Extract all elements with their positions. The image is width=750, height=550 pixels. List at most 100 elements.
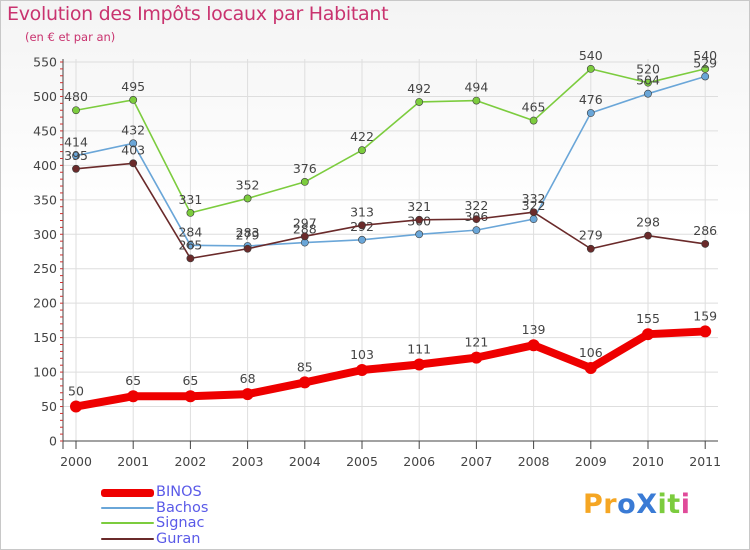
data-point-signac — [472, 96, 481, 105]
legend-swatch-binos — [101, 489, 154, 497]
data-point-guran — [644, 231, 652, 240]
x-tick-label: 2004 — [289, 454, 321, 469]
data-point-signac — [701, 64, 710, 73]
data-point-guran — [186, 254, 195, 263]
series-line-binos — [72, 327, 710, 411]
data-label-guran: 265 — [178, 237, 202, 252]
legend-label-binos: BINOS — [156, 484, 202, 500]
data-point-bachos — [472, 226, 481, 235]
y-tick-label: 500 — [33, 89, 57, 104]
data-label-signac: 492 — [407, 81, 431, 96]
x-tick-label: 2010 — [632, 454, 664, 469]
data-point-binos — [127, 390, 140, 403]
x-tick-label: 2008 — [518, 454, 550, 469]
x-tick-label: 2001 — [117, 454, 149, 469]
data-label-guran: 313 — [350, 204, 374, 219]
data-label-bachos: 414 — [64, 135, 88, 150]
data-label-signac: 494 — [464, 80, 488, 95]
data-label-signac: 495 — [121, 79, 145, 94]
data-label-binos: 111 — [407, 342, 431, 357]
series-line-signac — [75, 68, 707, 214]
data-point-signac — [72, 106, 80, 115]
x-tick-label: 2009 — [575, 454, 607, 469]
data-point-binos — [584, 361, 597, 374]
data-label-signac: 422 — [350, 129, 374, 144]
logo-letter: i — [657, 489, 668, 520]
data-label-binos: 65 — [182, 373, 198, 388]
data-label-guran: 286 — [693, 223, 717, 238]
data-label-signac: 331 — [178, 192, 202, 207]
data-point-bachos — [72, 151, 80, 160]
data-point-bachos — [529, 215, 538, 224]
legend-swatch-guran — [101, 537, 154, 540]
x-tick-label: 2000 — [60, 454, 92, 469]
data-label-binos: 139 — [522, 322, 546, 337]
data-label-binos: 68 — [240, 371, 256, 386]
y-tick-label: 550 — [33, 55, 57, 70]
legend-swatch-bachos — [101, 506, 154, 509]
chart-subtitle: (en € et par an) — [25, 30, 116, 44]
data-point-guran — [529, 208, 538, 217]
data-point-bachos — [644, 89, 652, 98]
data-label-signac: 540 — [579, 48, 603, 63]
data-point-guran — [300, 232, 309, 241]
data-point-binos — [241, 388, 254, 401]
data-label-binos: 85 — [297, 359, 313, 374]
data-label-guran: 297 — [293, 215, 317, 230]
data-point-guran — [586, 244, 595, 253]
legend-label-bachos: Bachos — [156, 499, 209, 516]
y-tick-label: 450 — [33, 123, 57, 138]
data-label-bachos: 288 — [293, 222, 317, 237]
data-point-binos — [298, 376, 311, 389]
data-label-signac: 376 — [293, 161, 317, 176]
data-label-signac: 465 — [522, 100, 546, 115]
y-tick-label: 0 — [49, 434, 57, 449]
data-label-signac: 540 — [693, 48, 717, 63]
data-label-bachos: 476 — [579, 92, 603, 107]
y-tick-label: 50 — [41, 399, 57, 414]
data-point-signac — [529, 116, 538, 125]
data-point-bachos — [586, 109, 595, 117]
legend-label-signac: Signac — [156, 515, 205, 531]
data-label-guran: 332 — [522, 191, 546, 206]
data-point-signac — [243, 194, 252, 203]
data-label-signac: 352 — [236, 177, 260, 192]
x-tick-label: 2007 — [460, 454, 492, 469]
data-point-signac — [186, 209, 195, 217]
data-point-bachos — [415, 230, 424, 239]
data-point-guran — [72, 164, 80, 173]
y-tick-label: 100 — [33, 365, 57, 380]
data-label-guran: 403 — [121, 142, 145, 157]
data-label-guran: 322 — [464, 198, 488, 213]
data-point-signac — [358, 146, 366, 155]
logo-letter: X — [636, 489, 658, 520]
data-point-binos — [70, 400, 82, 413]
data-label-guran: 279 — [579, 228, 603, 243]
data-point-binos — [699, 325, 712, 338]
y-tick-label: 400 — [33, 158, 57, 173]
legend-swatch-signac — [101, 522, 154, 524]
x-tick-label: 2006 — [403, 454, 435, 469]
y-tick-label: 300 — [33, 227, 57, 242]
series-line-guran — [75, 162, 707, 260]
data-label-bachos: 283 — [236, 225, 260, 240]
proxiti-logo: ProXiti — [583, 489, 690, 520]
data-label-guran: 321 — [407, 199, 431, 214]
x-tick-label: 2011 — [689, 454, 721, 469]
data-point-bachos — [701, 72, 710, 81]
logo-letter: P — [583, 489, 604, 520]
data-point-guran — [472, 215, 481, 224]
data-label-binos: 159 — [693, 308, 717, 323]
data-point-guran — [243, 244, 252, 253]
data-label-binos: 65 — [125, 373, 141, 388]
y-tick-label: 250 — [33, 261, 57, 276]
data-point-binos — [642, 328, 654, 341]
logo-letter: t — [667, 489, 681, 520]
data-point-binos — [470, 351, 483, 364]
data-point-guran — [129, 159, 138, 168]
chart-title: Evolution des Impôts locaux par Habitant — [7, 3, 389, 25]
data-label-bachos: 322 — [522, 198, 546, 213]
data-label-binos: 155 — [636, 311, 660, 326]
data-point-guran — [415, 215, 424, 224]
data-point-binos — [356, 364, 368, 377]
